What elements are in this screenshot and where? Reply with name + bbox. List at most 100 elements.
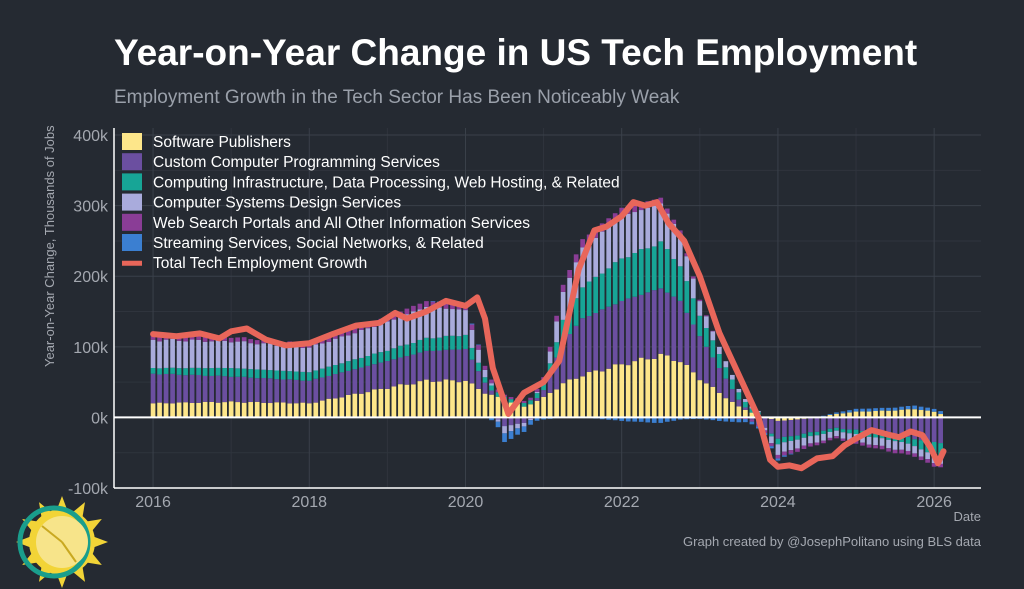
bar-segment <box>541 417 546 420</box>
bar-segment <box>899 449 904 454</box>
bar-segment <box>730 401 735 418</box>
bar-segment <box>573 325 579 379</box>
bar-segment <box>677 300 683 363</box>
bar-segment <box>866 417 872 433</box>
bar-segment <box>586 243 592 282</box>
bar-segment <box>925 407 930 411</box>
bar-segment <box>495 392 501 397</box>
bar-segment <box>664 249 670 293</box>
bar-segment <box>821 433 826 441</box>
bar-segment <box>248 377 254 403</box>
bar-segment <box>651 358 657 418</box>
bar-segment <box>847 433 852 440</box>
bar-segment <box>372 364 377 390</box>
bar-segment <box>736 399 742 407</box>
bar-segment <box>228 368 234 377</box>
bar-segment <box>925 459 930 463</box>
legend-label: Custom Computer Programming Services <box>153 154 440 171</box>
bar-segment <box>554 315 559 322</box>
bar-segment <box>170 367 175 374</box>
bar-segment <box>332 398 338 418</box>
bar-segment <box>489 390 494 395</box>
bar-segment <box>189 339 195 368</box>
bar-segment <box>736 392 742 400</box>
bar-segment <box>723 367 729 379</box>
bar-segment <box>196 339 201 368</box>
bar-segment <box>274 402 280 418</box>
bar-segment <box>261 402 267 418</box>
bar-segment <box>150 373 156 404</box>
bar-segment <box>443 302 449 309</box>
bar-segment <box>606 226 612 269</box>
bar-segment <box>723 417 729 422</box>
bar-segment <box>795 419 800 436</box>
bar-segment <box>808 443 813 447</box>
bar-segment <box>795 435 800 440</box>
bar-segment <box>560 291 566 320</box>
legend-swatch <box>122 133 142 150</box>
bar-segment <box>463 348 468 381</box>
bar-segment <box>404 308 410 315</box>
bar-segment <box>528 397 533 401</box>
bar-segment <box>443 349 449 380</box>
bar-segment <box>697 336 703 381</box>
bar-segment <box>476 388 481 418</box>
x-tick-label: 2022 <box>604 494 640 511</box>
bar-segment <box>502 426 507 434</box>
bar-segment <box>534 398 540 401</box>
bar-segment <box>215 367 221 376</box>
bar-segment <box>417 303 423 310</box>
legend-label: Web Search Portals and All Other Informa… <box>153 215 530 232</box>
legend-label: Computing Infrastructure, Data Processin… <box>153 174 620 191</box>
bar-segment <box>241 337 247 342</box>
bar-segment <box>619 364 625 418</box>
bar-segment <box>489 385 494 391</box>
bar-segment <box>840 411 846 414</box>
bar-segment <box>196 367 201 375</box>
bar-segment <box>254 401 260 418</box>
bar-segment <box>736 418 742 423</box>
bar-segment <box>918 417 924 441</box>
bar-segment <box>228 337 234 343</box>
bar-segment <box>632 252 638 297</box>
bar-segment <box>508 417 514 426</box>
bar-segment <box>547 351 553 364</box>
bar-segment <box>515 404 520 418</box>
bar-segment <box>450 380 455 418</box>
bar-segment <box>306 372 312 381</box>
bar-segment <box>280 402 286 418</box>
bar-segment <box>892 407 898 411</box>
bar-segment <box>925 452 930 460</box>
bar-segment <box>775 444 781 455</box>
bar-segment <box>690 278 696 299</box>
bar-segment <box>782 451 787 456</box>
bar-segment <box>391 319 397 349</box>
bar-segment <box>749 421 755 425</box>
bar-segment <box>873 417 878 433</box>
bar-segment <box>417 309 423 340</box>
bar-segment <box>873 411 878 418</box>
bar-segment <box>508 431 514 439</box>
y-tick-label: 100k <box>73 340 109 357</box>
bar-segment <box>795 448 800 452</box>
bar-segment <box>619 300 625 365</box>
bar-segment <box>404 314 410 345</box>
bar-segment <box>697 299 703 302</box>
bar-segment <box>716 354 722 368</box>
bar-segment <box>541 396 546 418</box>
bar-segment <box>326 366 332 376</box>
bar-segment <box>847 410 852 413</box>
bar-segment <box>183 375 188 403</box>
bar-segment <box>658 241 664 289</box>
bar-segment <box>651 290 657 359</box>
bar-segment <box>456 336 462 350</box>
bar-segment <box>528 420 533 425</box>
bar-segment <box>391 386 397 418</box>
bar-segment <box>703 316 709 329</box>
bar-segment <box>183 402 188 418</box>
bar-segment <box>873 432 878 438</box>
bar-segment <box>430 338 436 351</box>
bar-segment <box>593 370 599 418</box>
bar-segment <box>222 402 227 418</box>
bar-segment <box>339 331 345 337</box>
